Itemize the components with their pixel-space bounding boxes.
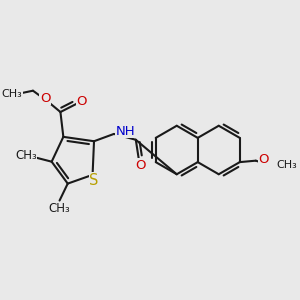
Text: CH₃: CH₃	[276, 160, 297, 170]
Text: CH₃: CH₃	[1, 88, 22, 99]
Text: NH: NH	[116, 124, 135, 137]
Text: CH₃: CH₃	[49, 202, 70, 215]
Text: O: O	[259, 153, 269, 166]
Text: O: O	[76, 95, 87, 108]
Text: CH₃: CH₃	[15, 149, 37, 162]
Text: O: O	[135, 159, 146, 172]
Text: O: O	[40, 92, 50, 105]
Text: S: S	[89, 172, 99, 188]
